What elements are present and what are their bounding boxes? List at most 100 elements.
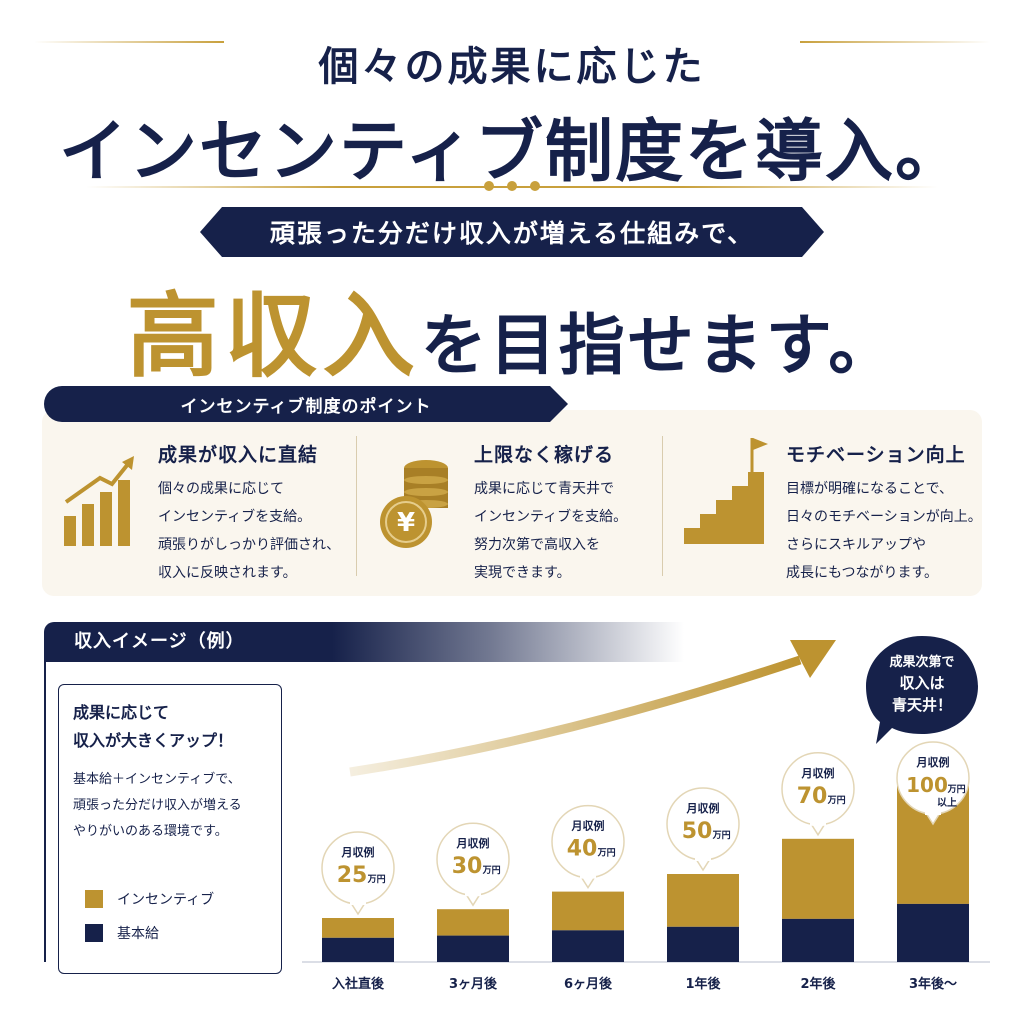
point1-text: 個々の成果に応じて インセンティブを支給。 頑張りがしっかり評価され、 収入に反… <box>158 475 340 587</box>
point1-line: 個々の成果に応じて <box>158 481 284 497</box>
value-bubble: 月収例 40 万円 <box>551 804 625 889</box>
x-tick-label: 6ヶ月後 <box>564 976 613 992</box>
point2-line: 成果に応じて青天井で <box>474 481 614 497</box>
value-bubble: 月収例 30 万円 <box>436 822 510 907</box>
goal-highlight: 高収入 <box>126 283 421 390</box>
bubble-label: 月収例 <box>801 766 835 780</box>
point3-title: モチベーション向上 <box>786 444 966 466</box>
growth-arrow <box>349 655 802 777</box>
bubble-value: 25 <box>337 863 368 888</box>
x-tick-label: 入社直後 <box>332 976 385 992</box>
point3-line: さらにスキルアップや <box>786 537 926 553</box>
growth-arrow-head <box>790 640 836 678</box>
point1-line: 収入に反映されます。 <box>158 565 297 581</box>
income-frame <box>44 662 56 962</box>
card-text-line: 基本給＋インセンティブで、 <box>73 772 241 787</box>
legend-item-incentive: インセンティブ <box>85 889 214 909</box>
x-tick-label: 2年後 <box>800 976 836 992</box>
value-bubble: 月収例 70 万円 <box>781 752 855 837</box>
legend-swatch-base <box>85 924 103 942</box>
card-title: 成果に応じて 収入が大きくアップ！ <box>73 699 233 755</box>
growth-bar-chart-icon <box>64 456 134 546</box>
x-tick-label: 3ヶ月後 <box>449 976 498 992</box>
bar-base-salary <box>552 930 624 962</box>
bar-base-salary <box>667 926 739 962</box>
bubble-unit: 万円 <box>947 784 966 795</box>
bubble-label: 月収例 <box>686 801 720 815</box>
point3-line: 成長にもつながります。 <box>786 565 939 581</box>
bubble-label: 月収例 <box>916 755 950 769</box>
bar-base-salary <box>782 918 854 962</box>
legend-label-base: 基本給 <box>117 926 159 942</box>
bubble-value: 30 <box>452 854 483 879</box>
points-divider <box>356 436 357 576</box>
bubble-unit: 万円 <box>827 795 846 806</box>
goal-rest: を目指せます。 <box>420 307 898 384</box>
income-info-card: 成果に応じて 収入が大きくアップ！ 基本給＋インセンティブで、 頑張った分だけ収… <box>58 684 282 974</box>
x-tick-label: 3年後〜 <box>909 976 957 992</box>
point2-line: 努力次第で高収入を <box>474 537 600 553</box>
card-body: 基本給＋インセンティブで、 頑張った分だけ収入が増える やりがいのある環境です。 <box>73 767 242 845</box>
yen-coin-stack-icon: ¥ <box>380 460 448 548</box>
legend-label-incentive: インセンティブ <box>117 892 215 908</box>
income-section-title: 収入イメージ（例） <box>74 631 245 652</box>
subheadline-ribbon: 頑張った分だけ収入が増える仕組みで、 <box>200 207 824 257</box>
goal-headline: 高収入を目指せます。 <box>0 262 1024 395</box>
bubble-value: 100 <box>906 773 948 797</box>
bubble-unit: 万円 <box>482 865 501 876</box>
callout-line: 収入は <box>899 674 944 692</box>
card-text-line: 頑張った分だけ収入が増える <box>73 798 242 813</box>
bubble-value: 40 <box>567 837 598 862</box>
x-tick-label: 1年後 <box>685 976 721 992</box>
bar-incentive <box>782 838 854 919</box>
value-bubble: 月収例 25 万円 <box>321 831 395 916</box>
svg-text:¥: ¥ <box>397 508 415 538</box>
point3-line: 目標が明確になることで、 <box>786 481 954 497</box>
card-title-line: 成果に応じて <box>73 703 170 722</box>
points-divider <box>662 436 663 576</box>
decorative-line-right <box>800 41 990 43</box>
legend-swatch-incentive <box>85 890 103 908</box>
card-title-line: 収入が大きくアップ！ <box>73 731 234 750</box>
bubble-value: 50 <box>682 819 713 844</box>
bubble-unit: 万円 <box>367 874 386 885</box>
point3-text: 目標が明確になることで、 日々のモチベーションが向上。 さらにスキルアップや 成… <box>786 475 982 587</box>
bar-base-salary <box>897 903 969 962</box>
bar-incentive <box>322 918 394 938</box>
points-tab: インセンティブ制度のポイント <box>44 386 568 422</box>
point2-line: 実現できます。 <box>474 565 571 581</box>
point1-line: インセンティブを支給。 <box>158 509 312 525</box>
bubble-suffix: 以上 <box>937 796 957 809</box>
point1-line: 頑張りがしっかり評価され、 <box>158 537 341 553</box>
legend-item-base: 基本給 <box>85 923 159 943</box>
headline-line2: インセンティブ制度を導入。 <box>59 113 965 192</box>
bubble-label: 月収例 <box>571 819 605 833</box>
point2-line: インセンティブを支給。 <box>474 509 628 525</box>
stairs-flag-icon <box>684 438 768 544</box>
bubble-unit: 万円 <box>597 848 616 859</box>
bar-incentive <box>552 891 624 931</box>
callout-line: 青天井！ <box>892 696 952 714</box>
point2-title: 上限なく稼げる <box>474 444 615 466</box>
income-section-header <box>44 622 684 662</box>
bubble-label: 月収例 <box>456 836 490 850</box>
decorative-line-left <box>34 41 224 43</box>
bar-base-salary <box>437 935 509 962</box>
value-bubble: 月収例 50 万円 <box>666 787 740 872</box>
divider-dots <box>484 181 540 193</box>
points-panel <box>42 410 982 596</box>
bar-incentive <box>667 874 739 927</box>
headline-line1: 個々の成果に応じた <box>318 44 706 90</box>
point2-text: 成果に応じて青天井で インセンティブを支給。 努力次第で高収入を 実現できます。 <box>474 475 627 587</box>
bubble-unit: 万円 <box>712 830 731 841</box>
point3-line: 日々のモチベーションが向上。 <box>786 509 982 525</box>
bubble-label: 月収例 <box>341 845 375 859</box>
bubble-value: 70 <box>797 784 828 809</box>
bar-base-salary <box>322 937 394 962</box>
callout-badge: 成果次第で 収入は 青天井！ <box>866 636 978 744</box>
bar-incentive <box>437 909 509 936</box>
card-text-line: やりがいのある環境です。 <box>73 824 228 839</box>
point1-title: 成果が収入に直結 <box>158 444 319 466</box>
